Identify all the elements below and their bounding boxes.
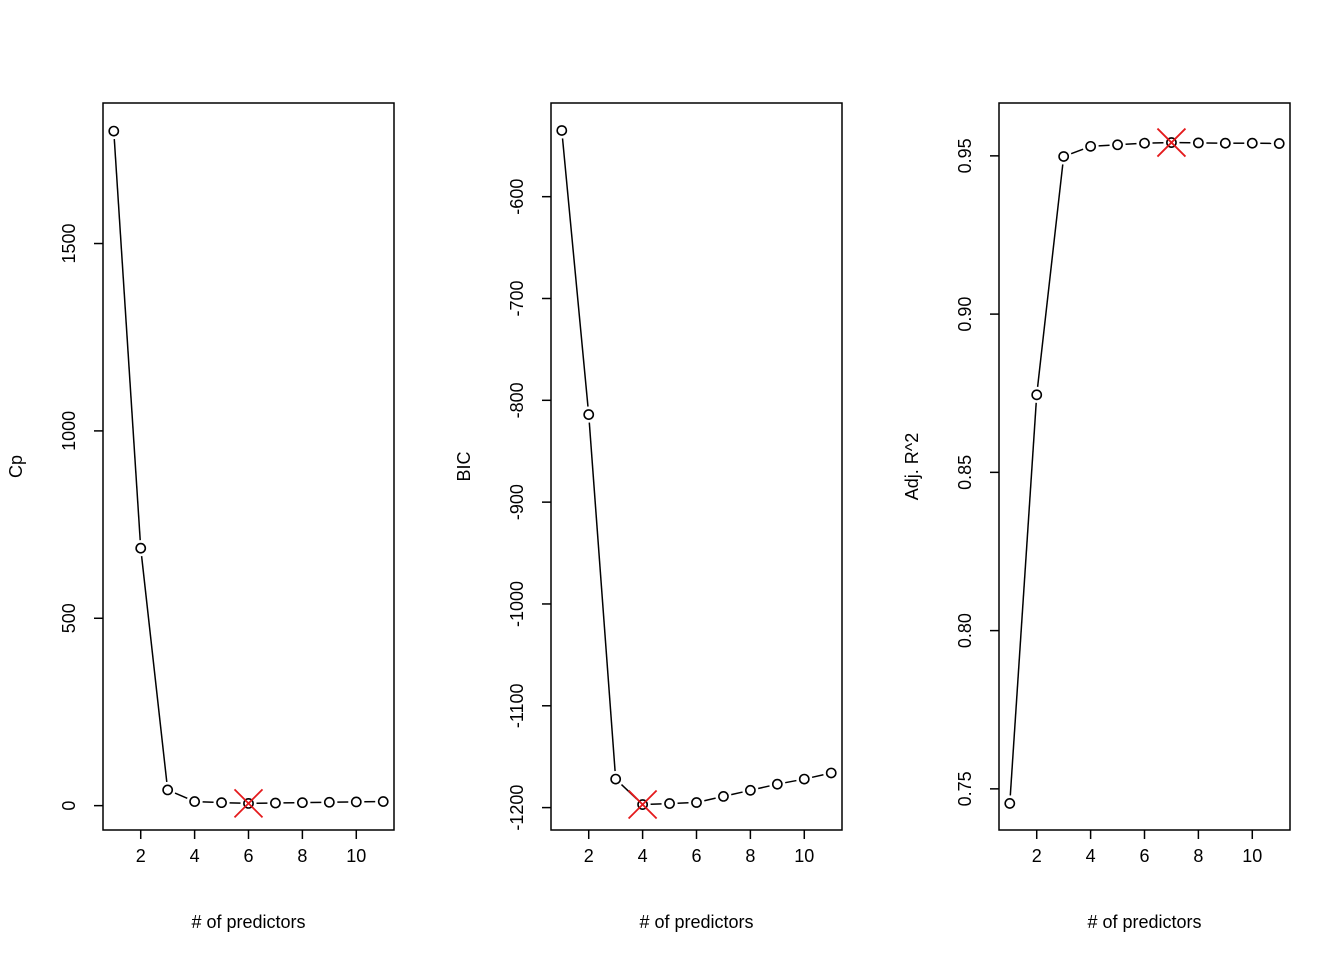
- x-tick-label: 6: [1139, 846, 1149, 866]
- adjr2-panel: 2 4 6 8 10 0.75 0.80 0.85 0.90 0.95 # of predictor…: [902, 102, 1291, 932]
- data-point: [771, 778, 783, 790]
- best-model-marker: [1156, 127, 1187, 158]
- adjr2-y-axis-title: Adj. R^2: [902, 433, 922, 500]
- y-tick-label: -600: [507, 179, 527, 215]
- data-point: [744, 784, 756, 796]
- data-point: [323, 796, 335, 808]
- x-tick-label: 6: [243, 846, 253, 866]
- cp-plot-frame: [102, 102, 395, 831]
- y-tick-label: 0.85: [955, 455, 975, 490]
- data-point: [1085, 140, 1097, 152]
- x-tick-label: 10: [346, 846, 366, 866]
- data-point: [1219, 137, 1231, 149]
- series-segment: [811, 774, 824, 779]
- data-point: [135, 542, 147, 554]
- adjr2-plot-frame: [998, 102, 1291, 831]
- data-point: [189, 796, 201, 807]
- series-segment: [588, 422, 616, 772]
- series-segment: [1036, 164, 1064, 387]
- x-tick-label: 2: [1032, 846, 1042, 866]
- data-point: [1112, 139, 1123, 151]
- series-segment: [561, 138, 589, 407]
- data-point: [350, 796, 362, 808]
- series-segment: [113, 139, 141, 541]
- cp-x-axis-title: # of predictors: [191, 912, 305, 932]
- y-tick-label: -900: [507, 484, 527, 520]
- series-segment: [174, 792, 188, 800]
- y-tick-label: 0.90: [955, 297, 975, 332]
- x-tick-label: 10: [794, 846, 814, 866]
- data-point: [718, 790, 729, 802]
- data-point: [691, 797, 702, 808]
- x-tick-label: 8: [1193, 846, 1203, 866]
- best-marker-stroke: [233, 788, 264, 819]
- y-tick-label: -1100: [507, 683, 527, 728]
- best-model-marker: [233, 788, 264, 819]
- x-tick-label: 4: [190, 846, 200, 866]
- bic-plot-frame: [550, 102, 843, 831]
- y-tick-label: 500: [59, 603, 79, 633]
- data-point: [1139, 137, 1150, 149]
- y-tick-label: -1000: [507, 581, 527, 627]
- series-segment: [1125, 142, 1137, 146]
- x-tick-label: 8: [745, 846, 755, 866]
- series-segment: [758, 785, 770, 790]
- bic-panel: 2 4 6 8 10 -1200 -1100 -1000 -900 -800 -700 -600 # o…: [454, 102, 843, 932]
- cp-y-axis-title: Cp: [6, 455, 26, 478]
- data-point: [1192, 137, 1204, 149]
- data-point: [1058, 151, 1070, 162]
- x-tick-label: 4: [1086, 846, 1096, 866]
- data-point: [1004, 798, 1016, 809]
- data-point: [1031, 389, 1043, 401]
- adjr2-x-axis-title: # of predictors: [1087, 912, 1201, 932]
- series-segment: [140, 556, 168, 783]
- bic-y-axis-title: BIC: [454, 451, 474, 481]
- data-point: [1246, 137, 1258, 149]
- y-tick-label: -1200: [507, 785, 527, 831]
- data-point: [377, 796, 389, 807]
- series-segment: [704, 797, 716, 802]
- data-point: [270, 797, 281, 809]
- best-marker-stroke: [1156, 127, 1187, 158]
- x-tick-label: 6: [691, 846, 701, 866]
- data-point: [108, 125, 120, 137]
- x-tick-label: 8: [297, 846, 307, 866]
- data-point: [556, 125, 568, 136]
- x-tick-label: 2: [584, 846, 594, 866]
- data-point: [583, 409, 595, 420]
- data-point: [162, 784, 174, 796]
- data-point: [664, 798, 675, 809]
- series-segment: [1009, 402, 1037, 796]
- y-tick-label: 0.95: [955, 138, 975, 173]
- y-tick-label: 1500: [59, 224, 79, 264]
- y-tick-label: -700: [507, 280, 527, 316]
- data-point: [798, 773, 810, 785]
- data-point: [610, 773, 622, 785]
- y-tick-label: 1000: [59, 411, 79, 451]
- series-segment: [785, 779, 797, 784]
- series-segment: [731, 791, 743, 796]
- y-tick-label: 0.80: [955, 613, 975, 648]
- x-tick-label: 10: [1242, 846, 1262, 866]
- y-tick-label: 0: [59, 801, 79, 811]
- y-tick-label: 0.75: [955, 771, 975, 806]
- best-model-marker: [627, 789, 658, 820]
- bic-x-axis-title: # of predictors: [639, 912, 753, 932]
- data-point: [825, 767, 837, 779]
- series-segment: [1070, 148, 1084, 155]
- data-point: [296, 797, 308, 809]
- y-tick-label: -800: [507, 382, 527, 418]
- data-point: [1273, 138, 1285, 149]
- best-marker-stroke: [627, 789, 658, 820]
- x-tick-label: 4: [638, 846, 648, 866]
- cp-panel: 2 4 6 8 10 0 500 1000 1500 # of predictors Cp: [6, 102, 395, 932]
- x-tick-label: 2: [136, 846, 146, 866]
- series-segment: [1098, 144, 1110, 147]
- data-point: [216, 797, 227, 809]
